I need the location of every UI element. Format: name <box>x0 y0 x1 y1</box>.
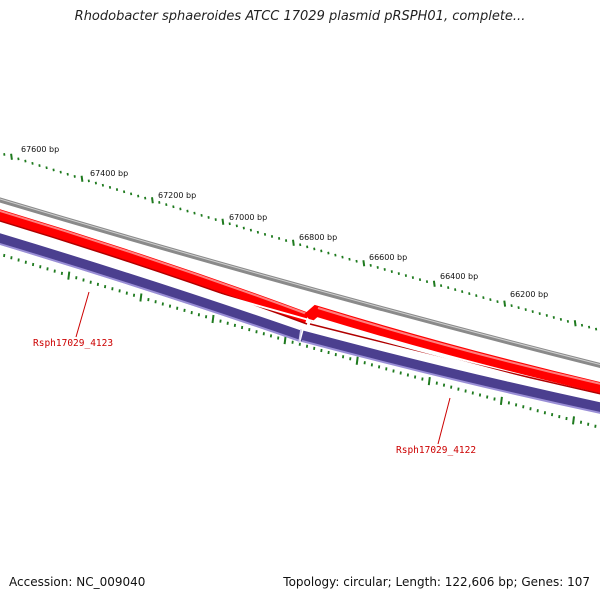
gene-label-4122[interactable]: Rsph17029_4122 <box>396 445 476 456</box>
gene-label-group-4123[interactable]: Rsph17029_4123 <box>33 291 113 349</box>
inner-minor-ticks <box>3 253 597 428</box>
inner-major-tick <box>427 376 431 386</box>
ruler-major-tick <box>362 260 366 267</box>
genome-summary-text: Topology: circular; Length: 122,606 bp; … <box>283 575 590 589</box>
ruler-labels: 67600 bp 67400 bp 67200 bp 67000 bp 66800 bp… <box>21 145 548 299</box>
accession-text: Accession: NC_009040 <box>9 575 146 589</box>
gene-leader-line <box>75 291 90 338</box>
ruler-label: 67200 bp <box>158 191 196 200</box>
inner-major-tick <box>67 271 71 280</box>
ruler-label: 66800 bp <box>299 233 337 242</box>
ruler-label: 66200 bp <box>510 290 548 299</box>
inner-major-tick <box>355 356 359 365</box>
inner-major-tick <box>139 293 143 302</box>
inner-major-tick <box>283 335 287 345</box>
ruler-label: 67400 bp <box>90 169 128 178</box>
ruler-major-tick <box>10 153 13 160</box>
ruler-major-tick <box>292 239 295 246</box>
backbone-highlight <box>0 198 600 365</box>
ruler-ticks <box>3 153 598 331</box>
gene-leader-line <box>437 397 451 445</box>
gene-feature-rsph17029-4123[interactable] <box>0 208 309 325</box>
backbone-track <box>0 197 600 369</box>
ruler-major-tick <box>221 218 225 225</box>
map-title: Rhodobacter sphaeroides ATCC 17029 plasm… <box>74 9 526 24</box>
gene-feature-rsph17029-4122[interactable] <box>0 233 600 415</box>
ruler-label: 67000 bp <box>229 213 267 222</box>
ruler-label: 66600 bp <box>369 253 407 262</box>
ruler-major-tick <box>80 175 84 182</box>
inner-major-tick <box>572 416 575 425</box>
ruler-major-tick <box>573 320 577 327</box>
inner-major-tick <box>499 396 503 406</box>
ruler-major-tick <box>432 280 436 287</box>
ruler-label: 66400 bp <box>440 272 478 281</box>
gene-label-4123[interactable]: Rsph17029_4123 <box>33 338 113 349</box>
ruler-major-tick <box>151 197 154 204</box>
ruler-major-tick <box>503 300 507 307</box>
ruler-label: 67600 bp <box>21 145 59 154</box>
gene-label-group-4122[interactable]: Rsph17029_4122 <box>396 397 476 456</box>
track-separator <box>0 228 600 399</box>
inner-major-tick <box>211 314 215 324</box>
